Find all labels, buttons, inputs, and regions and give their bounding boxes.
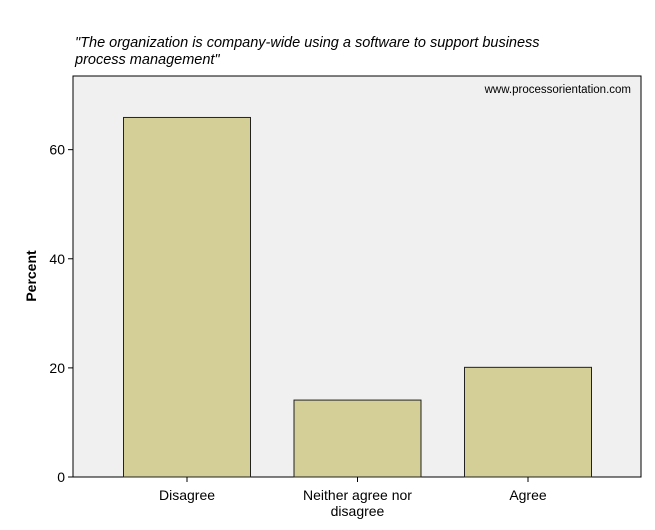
bar-agree: [464, 366, 592, 478]
y-tick-label: 20: [49, 360, 65, 376]
chart-title-line-1: "The organization is company-wide using …: [75, 35, 540, 51]
chart-title: "The organization is company-wide using …: [75, 35, 635, 69]
x-tick-label-line: disagree: [331, 503, 385, 519]
y-tick-label: 60: [49, 142, 65, 158]
x-tick-label-line: Disagree: [159, 487, 215, 503]
chart-title-line-2: process management": [75, 52, 220, 68]
x-tick-label: Disagree: [159, 487, 215, 503]
bar-disagree: [123, 116, 251, 478]
bars-group: [123, 116, 592, 478]
x-tick-label-line: Agree: [509, 487, 547, 503]
bar-neither-agree-nor-disagree: [293, 399, 422, 478]
x-axis: Disagree Neither agree nor disagree Agree: [159, 477, 547, 519]
y-tick-label: 0: [57, 469, 65, 485]
x-tick-label: Neither agree nor disagree: [303, 487, 412, 519]
watermark-text: www.processorientation.com: [484, 84, 631, 96]
x-tick-label: Agree: [509, 487, 547, 503]
x-tick-label-line: Neither agree nor: [303, 487, 412, 503]
y-tick-label: 40: [49, 251, 65, 267]
y-axis: 0 20 40 60: [49, 142, 73, 485]
y-axis-label: Percent: [23, 250, 39, 302]
